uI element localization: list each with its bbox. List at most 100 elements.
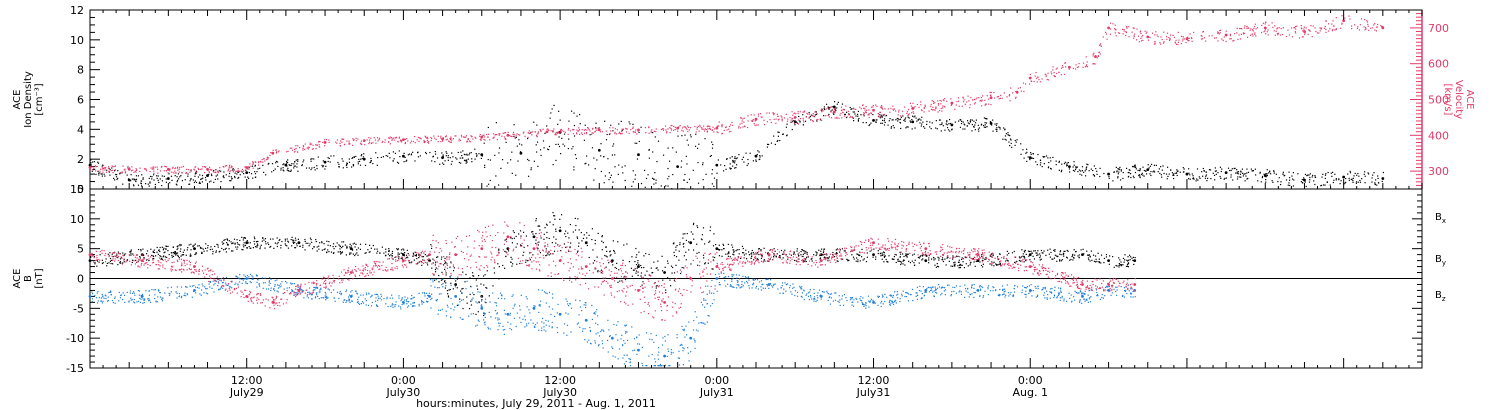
velocity-sample	[440, 135, 442, 137]
bx-point	[558, 229, 562, 233]
velocity-sample	[1276, 33, 1279, 35]
by-sample	[948, 284, 950, 286]
velocity-sample	[962, 101, 965, 103]
density-sample	[294, 160, 296, 163]
velocity-sample	[1092, 55, 1094, 57]
density-sample	[157, 175, 159, 177]
density-sample	[726, 158, 728, 160]
bx-sample	[960, 264, 962, 266]
density-sample	[557, 143, 559, 145]
velocity-sample	[372, 142, 374, 144]
density-sample	[653, 183, 655, 185]
velocity-sample	[1138, 35, 1140, 37]
velocity-sample	[1367, 25, 1369, 27]
bx-sample	[1118, 264, 1120, 267]
by-sample	[371, 294, 373, 296]
velocity-sample	[583, 129, 585, 131]
velocity-sample	[447, 140, 450, 142]
density-sample	[608, 133, 611, 135]
density-sample	[996, 127, 998, 129]
density-sample	[608, 178, 610, 181]
velocity-sample	[1182, 38, 1184, 40]
density-sample	[638, 131, 640, 134]
by-sample	[748, 285, 750, 287]
bx-sample	[447, 293, 449, 295]
bx-sample	[140, 250, 142, 252]
density-sample	[946, 127, 949, 129]
density-sample	[1080, 170, 1082, 172]
bx-sample	[344, 244, 346, 246]
velocity-sample	[1365, 27, 1367, 29]
by-sample	[757, 288, 760, 290]
bx-sample	[212, 250, 214, 253]
velocity-sample	[717, 132, 719, 134]
velocity-sample	[704, 128, 706, 130]
velocity-sample	[95, 170, 97, 172]
density-sample	[1320, 184, 1323, 187]
bx-sample	[757, 252, 759, 254]
bx-sample	[437, 256, 439, 258]
velocity-sample	[1156, 34, 1158, 36]
bx-sample	[443, 268, 446, 271]
by-sample	[557, 331, 559, 334]
velocity-sample	[1320, 27, 1322, 29]
density-sample	[455, 157, 457, 159]
velocity-sample	[124, 168, 126, 170]
velocity-sample	[831, 109, 833, 111]
by-sample	[198, 284, 200, 286]
density-sample	[745, 152, 747, 154]
bx-sample	[630, 267, 633, 269]
velocity-sample	[625, 131, 628, 133]
bx-sample	[779, 257, 781, 259]
density-sample	[1340, 180, 1342, 182]
density-sample	[187, 175, 189, 177]
velocity-sample	[177, 166, 179, 168]
bx-sample	[1054, 249, 1056, 251]
by-sample	[494, 310, 497, 312]
density-sample	[510, 159, 512, 161]
density-sample	[1005, 139, 1007, 141]
by-sample	[762, 287, 764, 289]
velocity-sample	[455, 135, 457, 137]
bx-sample	[255, 241, 258, 243]
bx-point	[88, 259, 92, 262]
velocity-tick-label: 300	[1428, 165, 1449, 178]
density-sample	[1074, 170, 1076, 172]
by-sample	[201, 289, 203, 291]
bx-sample	[1089, 256, 1091, 258]
density-tick-label: 4	[77, 123, 84, 136]
by-sample	[518, 305, 521, 307]
density-sample	[892, 119, 894, 121]
density-sample	[767, 143, 770, 146]
bx-sample	[655, 287, 657, 289]
bx-sample	[862, 259, 864, 261]
density-sample	[712, 143, 714, 146]
bx-sample	[131, 259, 134, 261]
velocity-axis-title: ACEVelocity[km/s]	[1442, 80, 1475, 119]
velocity-sample	[475, 137, 477, 139]
velocity-sample	[614, 131, 616, 133]
density-sample	[555, 159, 557, 162]
velocity-sample	[1341, 23, 1343, 25]
bx-sample	[223, 239, 225, 242]
velocity-sample	[1217, 32, 1219, 34]
density-sample	[1192, 175, 1194, 177]
bx-sample	[339, 248, 341, 250]
by-sample	[738, 285, 740, 287]
bx-sample	[217, 246, 219, 248]
velocity-sample	[881, 107, 883, 110]
velocity-sample	[728, 128, 730, 130]
velocity-sample	[480, 139, 482, 141]
density-sample	[973, 120, 975, 122]
density-sample	[1338, 178, 1340, 180]
density-sample	[327, 157, 329, 159]
density-sample	[1196, 168, 1199, 170]
density-sample	[1339, 183, 1341, 185]
bx-sample	[410, 262, 412, 264]
density-sample	[1260, 181, 1262, 183]
density-sample	[93, 161, 96, 163]
density-sample	[1068, 171, 1071, 173]
velocity-sample	[376, 137, 379, 139]
density-sample	[1037, 153, 1039, 156]
velocity-sample	[346, 140, 348, 142]
